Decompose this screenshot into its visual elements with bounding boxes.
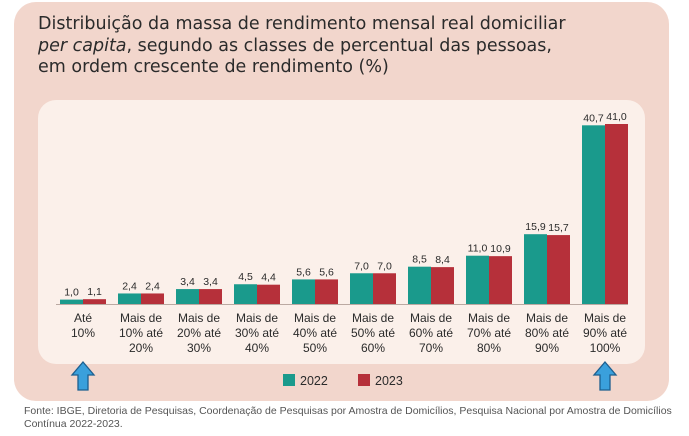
data-label-2023-8: 10,9 <box>490 243 511 255</box>
category-label-6: Mais de 50% até 60% <box>351 311 395 355</box>
category-label-line: 100% <box>590 341 621 355</box>
bar-2022-6 <box>350 273 373 304</box>
data-label-2022-7: 8,5 <box>412 254 427 266</box>
bar-2022-3 <box>176 289 199 304</box>
category-label-line: Mais de <box>526 311 568 325</box>
category-label-2: Mais de 10% até 20% <box>119 311 163 355</box>
title-line-3: em ordem crescente de rendimento (%) <box>38 57 389 77</box>
bar-2022-8 <box>466 255 489 304</box>
category-label-7: Mais de 60% até 70% <box>409 311 453 355</box>
category-label-line: Até <box>74 311 92 325</box>
category-label-9: Mais de 80% até 90% <box>525 311 569 355</box>
category-label-line: 20% até <box>177 326 221 340</box>
plot-area <box>38 100 645 364</box>
legend-label-2022: 2022 <box>300 374 328 388</box>
category-label-line: Mais de <box>178 311 220 325</box>
up-arrow-icon <box>592 360 618 391</box>
category-label-line: 10% <box>71 326 95 340</box>
data-label-2022-9: 15,9 <box>525 221 546 233</box>
data-label-2022-5: 5,6 <box>296 266 311 278</box>
category-label-line: 60% até <box>409 326 453 340</box>
data-label-2022-4: 4,5 <box>238 271 253 283</box>
category-label-line: 70% <box>419 341 443 355</box>
category-label-line: 40% <box>245 341 269 355</box>
category-label-line: Mais de <box>120 311 162 325</box>
data-label-2023-10: 41,0 <box>606 111 627 123</box>
bar-2023-5 <box>315 279 338 304</box>
category-label-3: Mais de 20% até 30% <box>177 311 221 355</box>
data-label-2023-3: 3,4 <box>203 276 218 288</box>
category-label-10: Mais de 90% até 100% <box>583 311 627 355</box>
title-line-2-rest: , segundo as classes de percentual das p… <box>126 35 552 56</box>
category-label-line: 30% até <box>235 326 279 340</box>
category-label-1: Até 10% <box>71 311 95 340</box>
bar-2023-3 <box>199 289 222 304</box>
category-label-line: 20% <box>129 341 153 355</box>
bar-2023-4 <box>257 284 280 304</box>
source-note: Fonte: IBGE, Diretoria de Pesquisas, Coo… <box>24 405 672 430</box>
title-line-2: per capita, segundo as classes de percen… <box>38 36 638 58</box>
data-label-2023-4: 4,4 <box>261 272 276 284</box>
bar-2022-1 <box>60 299 83 304</box>
bar-2023-8 <box>489 256 512 304</box>
bar-2022-7 <box>408 266 431 304</box>
bar-2023-9 <box>547 235 570 304</box>
category-label-line: Mais de <box>410 311 452 325</box>
up-arrow-icon <box>70 360 96 391</box>
category-label-line: 10% até <box>119 326 163 340</box>
bar-2022-10 <box>582 125 605 304</box>
data-label-2022-3: 3,4 <box>180 276 195 288</box>
data-label-2023-2: 2,4 <box>145 280 160 292</box>
chart-title: Distribuição da massa de rendimento mens… <box>38 14 638 79</box>
bar-2023-7 <box>431 267 454 304</box>
legend-label-2023: 2023 <box>375 374 403 388</box>
category-label-line: 90% <box>535 341 559 355</box>
category-label-line: 90% até <box>583 326 627 340</box>
data-label-2023-1: 1,1 <box>87 286 102 298</box>
category-label-line: 60% <box>361 341 385 355</box>
title-line-1: Distribuição da massa de rendimento mens… <box>38 14 566 34</box>
data-label-2023-6: 7,0 <box>377 260 392 272</box>
category-label-line: Mais de <box>352 311 394 325</box>
data-label-2023-7: 8,4 <box>435 254 450 266</box>
legend-swatch-2022 <box>283 374 295 386</box>
category-label-line: Mais de <box>468 311 510 325</box>
category-label-line: Mais de <box>294 311 336 325</box>
category-label-line: 80% <box>477 341 501 355</box>
data-label-2022-2: 2,4 <box>122 280 137 292</box>
bar-2023-6 <box>373 273 396 304</box>
bar-2023-1 <box>83 299 106 304</box>
data-label-2023-9: 15,7 <box>548 222 569 234</box>
bar-2022-9 <box>524 234 547 304</box>
bar-2022-5 <box>292 279 315 304</box>
category-label-line: 30% <box>187 341 211 355</box>
data-label-2022-8: 11,0 <box>468 243 488 255</box>
category-label-line: 70% até <box>467 326 511 340</box>
category-label-4: Mais de 30% até 40% <box>235 311 279 355</box>
category-label-line: 50% até <box>351 326 395 340</box>
data-label-2022-6: 7,0 <box>354 260 369 272</box>
data-label-2022-1: 1,0 <box>64 287 79 299</box>
bar-2023-2 <box>141 293 164 304</box>
data-label-2022-10: 40,7 <box>583 112 604 124</box>
category-label-line: 40% até <box>293 326 337 340</box>
category-label-line: 50% <box>303 341 327 355</box>
category-label-5: Mais de 40% até 50% <box>293 311 337 355</box>
legend-swatch-2023 <box>358 374 370 386</box>
bar-2022-4 <box>234 284 257 304</box>
category-label-line: Mais de <box>236 311 278 325</box>
data-label-2023-5: 5,6 <box>319 266 334 278</box>
category-label-8: Mais de 70% até 80% <box>467 311 511 355</box>
category-label-line: 80% até <box>525 326 569 340</box>
bar-2023-10 <box>605 124 628 304</box>
bar-2022-2 <box>118 293 141 304</box>
title-italic-per-capita: per capita <box>38 35 127 56</box>
category-label-line: Mais de <box>584 311 626 325</box>
